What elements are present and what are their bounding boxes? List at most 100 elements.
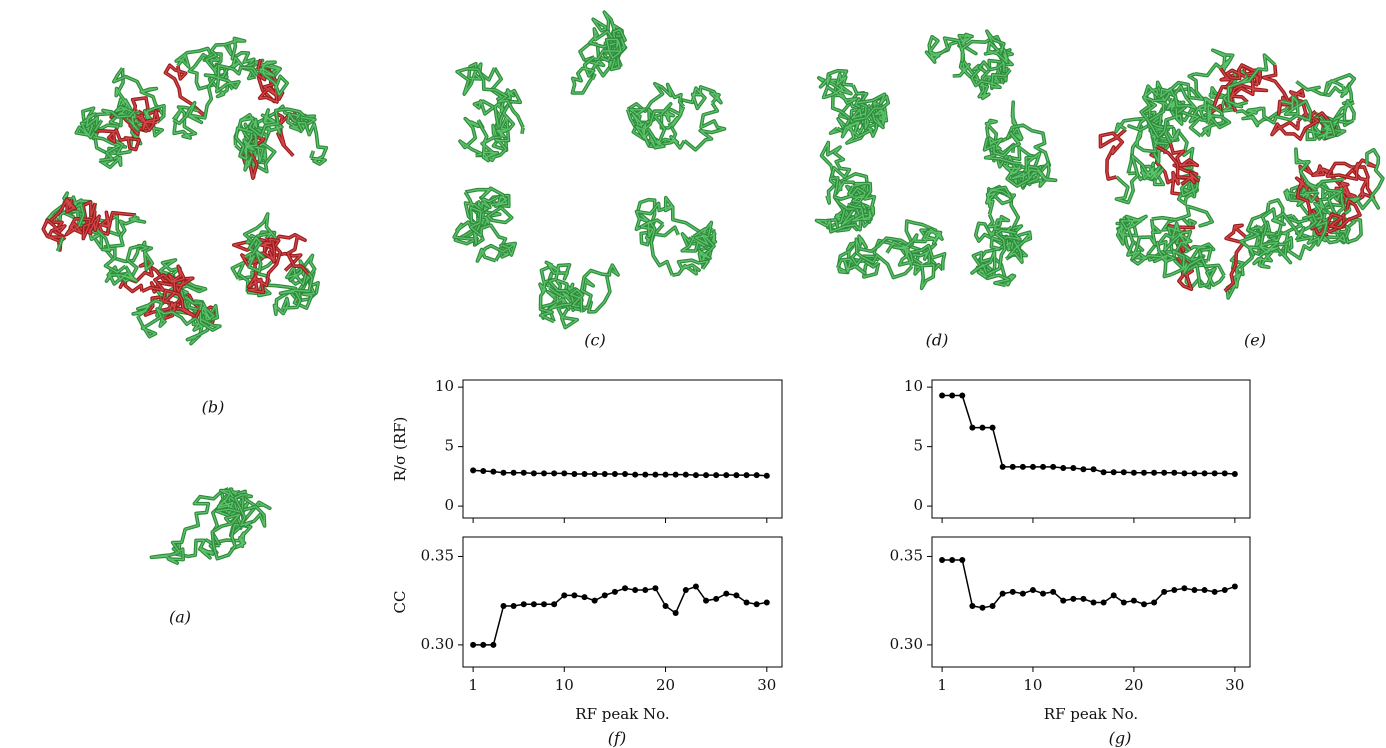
data-point <box>1151 599 1158 606</box>
backbone-highlight <box>144 296 177 320</box>
data-point <box>763 599 770 606</box>
backbone-highlight <box>853 93 889 121</box>
panel-label: (f) <box>608 729 626 748</box>
data-point <box>1070 595 1077 602</box>
data-point <box>530 470 537 477</box>
backbone-highlight <box>1167 222 1191 252</box>
protein-chain <box>814 140 877 234</box>
data-point <box>1080 466 1087 473</box>
backbone-highlight <box>1099 129 1127 180</box>
data-point <box>1120 599 1127 606</box>
data-point <box>1029 463 1036 470</box>
backbone-highlight <box>239 129 257 160</box>
data-point <box>1080 595 1087 602</box>
backbone-highlight <box>469 222 512 262</box>
data-point <box>632 587 639 594</box>
data-point <box>733 472 740 479</box>
y-tick-label: 0.30 <box>890 635 923 653</box>
backbone-highlight <box>1271 110 1319 140</box>
x-tick-label: 20 <box>1124 676 1143 694</box>
backbone-highlight <box>819 70 854 88</box>
backbone-highlight <box>1326 159 1377 180</box>
data-point <box>672 610 679 617</box>
data-point <box>713 595 720 602</box>
data-point <box>1161 588 1168 595</box>
data-point <box>999 463 1006 470</box>
backbone-highlight <box>841 121 878 144</box>
backbone-highlight <box>247 238 281 293</box>
backbone-highlight <box>241 241 276 266</box>
data-point <box>591 470 598 477</box>
backbone-highlight <box>48 198 76 238</box>
backbone-highlight <box>205 524 252 550</box>
data-point <box>1009 463 1016 470</box>
data-point <box>1130 469 1137 476</box>
backbone-highlight <box>453 206 482 245</box>
data-point <box>703 472 710 479</box>
data-point <box>1090 599 1097 606</box>
data-point <box>581 470 588 477</box>
data-point <box>591 597 598 604</box>
backbone-highlight <box>1303 199 1325 226</box>
y-tick-label: 5 <box>913 437 923 455</box>
data-point <box>561 592 568 599</box>
backbone-highlight <box>235 114 258 148</box>
protein-chain <box>924 29 1015 101</box>
panel-label: (g) <box>1109 729 1132 748</box>
backbone-highlight <box>911 250 935 289</box>
data-point <box>611 470 618 477</box>
backbone-highlight <box>297 121 327 165</box>
data-point <box>703 597 710 604</box>
protein-chain <box>816 68 891 145</box>
data-point <box>1100 469 1107 476</box>
backbone-highlight <box>98 211 137 235</box>
data-point <box>682 471 689 478</box>
data-point <box>541 470 548 477</box>
protein-chain <box>982 100 1058 190</box>
backbone-highlight <box>1152 85 1196 109</box>
data-line <box>473 469 767 477</box>
data-point <box>969 602 976 609</box>
backbone-highlight <box>694 234 715 269</box>
data-point <box>1120 469 1127 476</box>
x-tick-label: 10 <box>555 676 574 694</box>
data-point <box>1231 470 1238 477</box>
y-axis-label: CC <box>391 591 409 614</box>
backbone-highlight <box>456 68 524 128</box>
backbone-highlight <box>681 86 722 110</box>
backbone-highlight <box>539 264 555 323</box>
data-point <box>1009 588 1016 595</box>
data-point <box>480 468 487 475</box>
data-point <box>551 601 558 608</box>
backbone-highlight <box>585 38 622 61</box>
backbone-highlight <box>80 123 127 162</box>
backbone <box>1151 204 1214 228</box>
protein-chain <box>452 186 518 263</box>
data-point <box>1191 587 1198 594</box>
data-point <box>642 471 649 478</box>
data-point <box>723 590 730 597</box>
backbone-highlight <box>1224 224 1247 292</box>
backbone-highlight <box>113 67 164 116</box>
protein-chain <box>634 195 718 277</box>
backbone-highlight <box>65 210 96 240</box>
backbone-highlight <box>42 219 66 251</box>
backbone-highlight <box>1120 215 1147 251</box>
data-point <box>632 471 639 478</box>
protein-chain <box>41 191 155 286</box>
backbone-highlight <box>1224 255 1244 299</box>
backbone-highlight <box>75 107 98 139</box>
data-point <box>959 392 966 399</box>
backbone-highlight <box>310 150 315 159</box>
backbone-highlight <box>627 83 685 112</box>
backbone-highlight <box>1162 217 1196 262</box>
backbone-highlight <box>109 106 139 131</box>
backbone-highlight <box>1235 103 1291 127</box>
backbone-highlight <box>172 488 229 552</box>
backbone-highlight <box>257 59 262 69</box>
data-point <box>969 424 976 431</box>
backbone-highlight <box>893 240 914 267</box>
data-point <box>642 587 649 594</box>
backbone-highlight <box>1206 104 1231 129</box>
